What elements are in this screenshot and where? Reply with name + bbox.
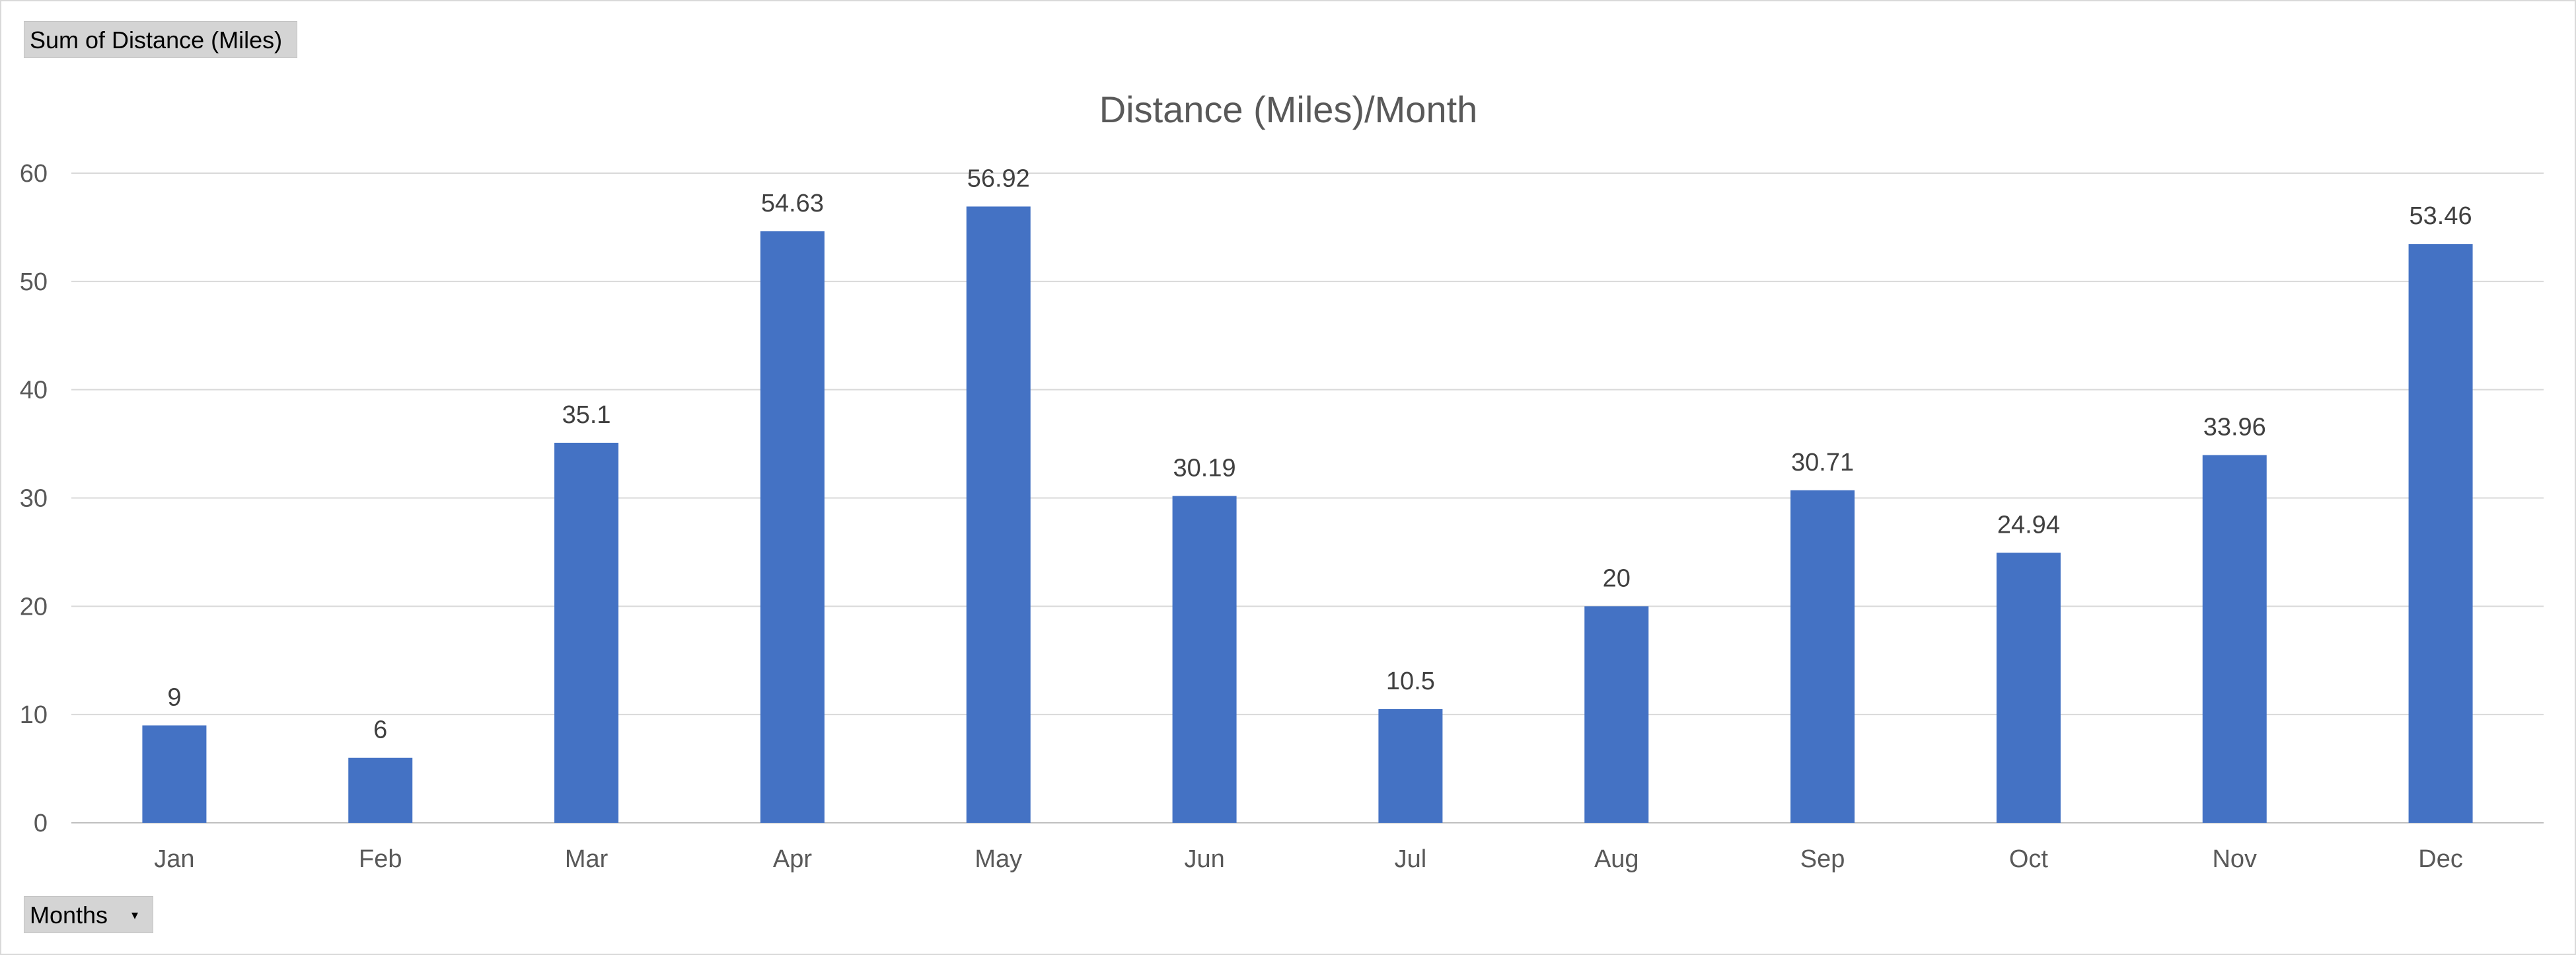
x-axis-category-labels: Jan Feb Mar Apr May Jun Jul Aug Sep Oct Nov Dec [154, 845, 2463, 873]
bar-dec[interactable] [2408, 244, 2473, 823]
data-label-mar: 35.1 [562, 401, 611, 429]
data-label-jul: 10.5 [1386, 668, 1435, 695]
chart-title[interactable]: Distance (Miles)/Month [1099, 89, 1478, 130]
bar-jul[interactable] [1378, 708, 1443, 823]
data-labels: 9 6 35.1 54.63 56.92 30.19 10.5 20 30.71 24.94 33.… [167, 165, 2472, 744]
bar-jun[interactable] [1172, 496, 1237, 823]
y-tick-label: 0 [34, 810, 48, 837]
x-category-label-oct: Oct [2009, 845, 2049, 873]
bar-mar[interactable] [554, 442, 619, 823]
value-field-label: Sum of Distance (Miles) [30, 26, 283, 54]
data-label-aug: 20 [1603, 564, 1631, 592]
x-category-label-sep: Sep [1800, 845, 1845, 873]
x-category-label-may: May [975, 845, 1022, 873]
bar-feb[interactable] [348, 757, 413, 823]
y-tick-label: 20 [20, 593, 48, 621]
x-category-label-dec: Dec [2418, 845, 2463, 873]
data-label-nov: 33.96 [2203, 414, 2266, 441]
bar-series[interactable] [142, 206, 2473, 823]
x-category-label-mar: Mar [565, 845, 608, 873]
x-category-label-jan: Jan [154, 845, 194, 873]
bar-oct[interactable] [1996, 553, 2061, 823]
data-label-jan: 9 [167, 684, 181, 712]
data-label-oct: 24.94 [1997, 511, 2060, 539]
data-label-apr: 54.63 [761, 190, 824, 217]
x-category-label-aug: Aug [1594, 845, 1639, 873]
x-category-label-nov: Nov [2212, 845, 2257, 873]
x-category-label-jun: Jun [1184, 845, 1224, 873]
x-category-label-feb: Feb [359, 845, 402, 873]
y-tick-label: 60 [20, 160, 48, 188]
y-tick-label: 30 [20, 485, 48, 513]
bar-may[interactable] [966, 206, 1031, 823]
axis-field-button[interactable]: Months ▾ [24, 896, 153, 933]
bar-apr[interactable] [760, 231, 825, 823]
gridlines [71, 172, 2544, 823]
bar-sep[interactable] [1790, 490, 1855, 823]
x-category-label-jul: Jul [1395, 845, 1427, 873]
bar-nov[interactable] [2202, 455, 2267, 823]
x-category-label-apr: Apr [773, 845, 812, 873]
y-axis-tick-labels: 0 10 20 30 40 50 60 [20, 160, 48, 837]
bar-jan[interactable] [142, 725, 207, 823]
y-tick-label: 50 [20, 268, 48, 296]
y-tick-label: 40 [20, 377, 48, 404]
data-label-sep: 30.71 [1791, 449, 1854, 477]
data-label-may: 56.92 [967, 165, 1030, 192]
axis-field-label: Months [30, 901, 108, 929]
dropdown-arrow-icon[interactable]: ▾ [131, 908, 138, 923]
data-label-jun: 30.19 [1173, 454, 1236, 482]
value-field-button[interactable]: Sum of Distance (Miles) [24, 21, 297, 58]
data-label-dec: 53.46 [2410, 202, 2472, 230]
bar-aug[interactable] [1584, 606, 1649, 823]
y-tick-label: 10 [20, 701, 48, 729]
data-label-feb: 6 [373, 716, 387, 744]
